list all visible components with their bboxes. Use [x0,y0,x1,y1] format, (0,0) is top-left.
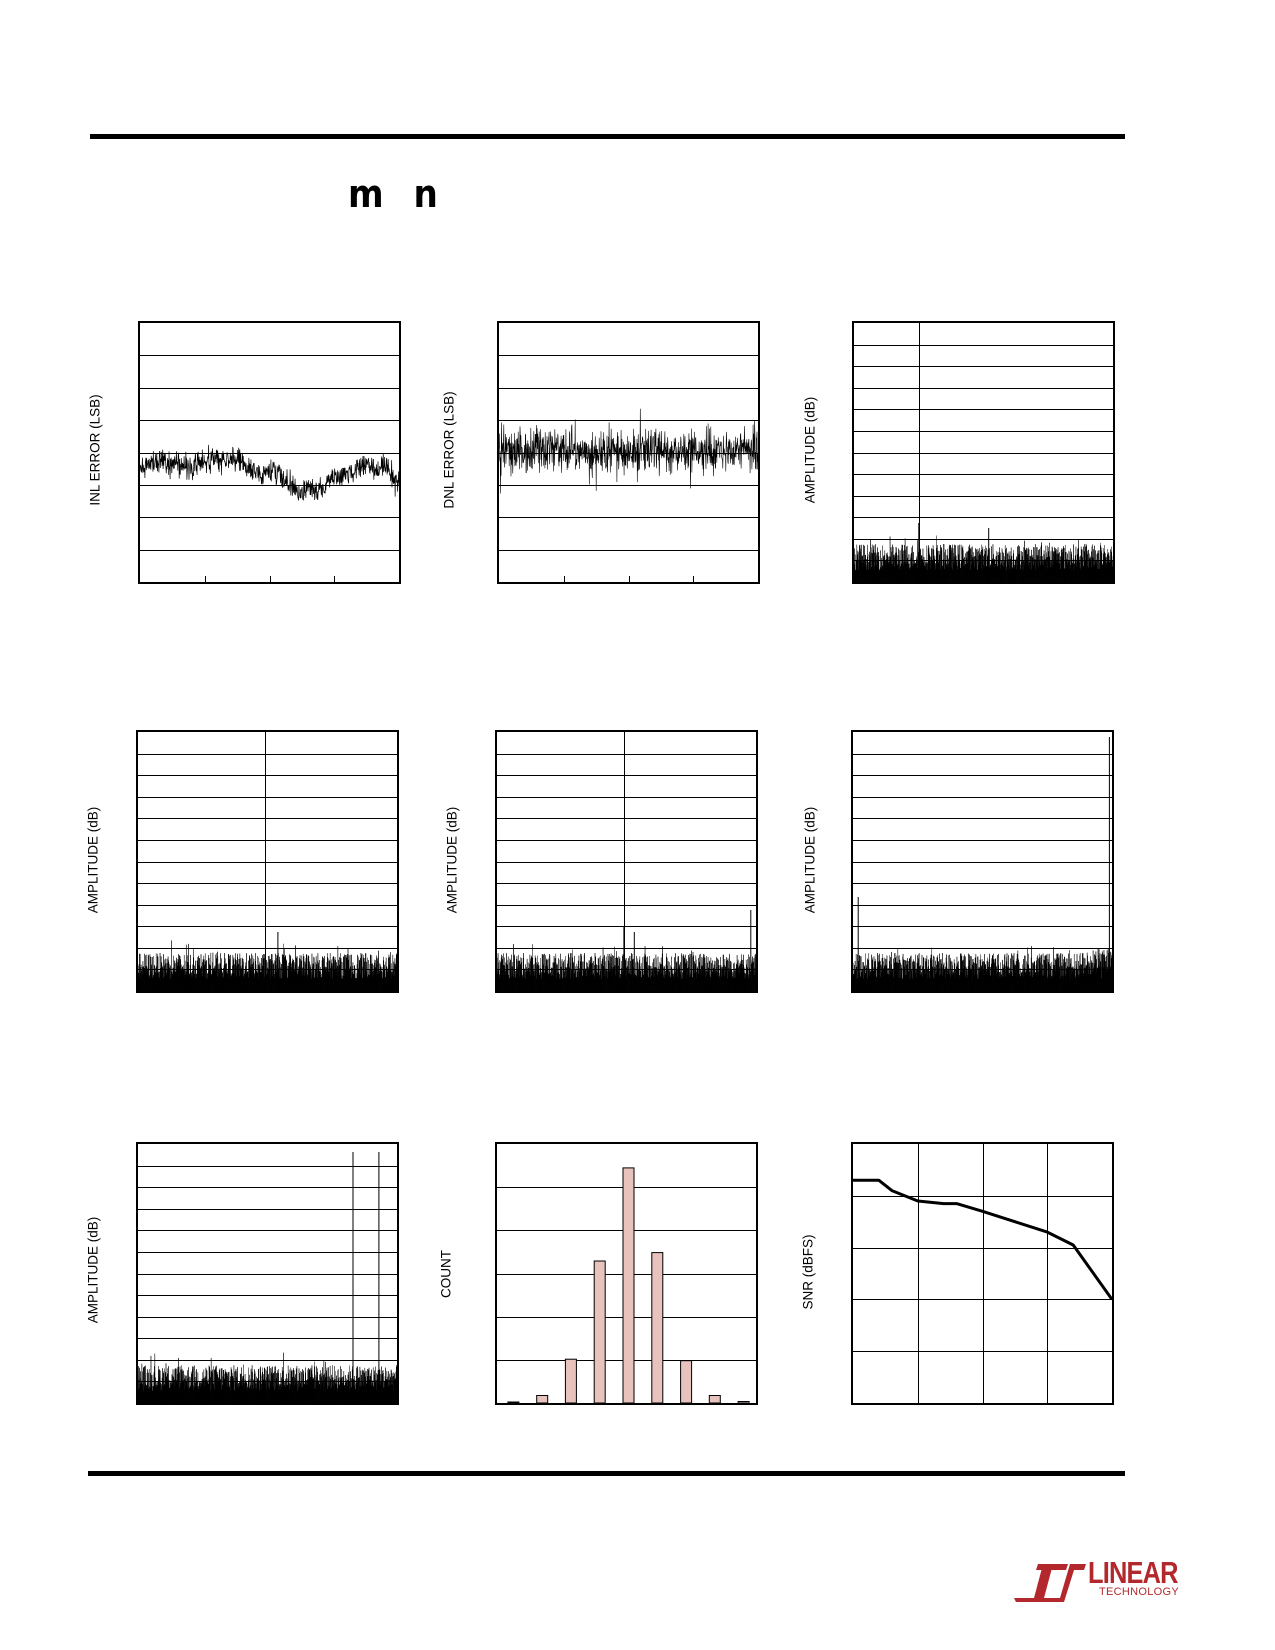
logo-word: LINEAR [1088,1555,1179,1590]
y-axis-label-inl: INL ERROR (LSB) [87,394,103,506]
histogram-bar [680,1360,693,1403]
histogram-bar [507,1401,520,1403]
bottom-rule [88,1471,1125,1476]
y-axis-label-fft2: AMPLITUDE (dB) [85,806,101,914]
histogram-bar [593,1260,606,1403]
snr-chart [851,1142,1114,1405]
histogram-bar [737,1401,750,1403]
fft-chart-1 [852,321,1115,584]
noise-floor [138,1352,397,1403]
chart-svg [138,732,397,991]
y-axis-label-fft5: AMPLITUDE (dB) [85,1216,101,1324]
chart-svg [499,355,758,582]
dnl-chart [497,321,760,584]
y-axis-label-fft1: AMPLITUDE (dB) [802,396,818,504]
chart-svg [497,1167,756,1403]
chart-svg [497,732,756,991]
chart-svg [138,1152,397,1403]
y-axis-label-dnl: DNL ERROR (LSB) [441,391,457,509]
fft-chart-5 [136,1142,399,1405]
dnl-trace [499,408,758,494]
fft-chart-3 [495,730,758,993]
chart-svg [853,737,1112,991]
noise-floor [138,940,397,991]
y-axis-label-count: COUNT [438,1250,454,1298]
logo-subword: TECHNOLOGY [1099,1586,1180,1598]
histogram-bar [708,1395,721,1403]
linear-technology-logo: LINEAR TECHNOLOGY [1012,1555,1182,1604]
snr-line [853,1178,1112,1301]
top-rule [90,134,1125,139]
histogram-chart [495,1142,758,1405]
noise-floor [853,946,1112,991]
lt-logo-icon [1014,1564,1086,1602]
noise-floor [854,535,1113,582]
chart-svg [854,323,1113,582]
y-axis-label-fft3: AMPLITUDE (dB) [444,806,460,914]
histogram-bar [651,1252,664,1403]
histogram-bar [536,1395,549,1403]
chart-svg [853,1144,1112,1403]
fft-chart-4 [851,730,1114,993]
histogram-bar [622,1167,635,1403]
histogram-bar [564,1358,577,1403]
inl-trace [140,444,399,501]
noise-floor [497,943,756,991]
y-axis-label-fft4: AMPLITUDE (dB) [802,806,818,914]
section-glyphs: m n [348,172,447,216]
inl-chart [138,321,401,584]
y-axis-label-snr: SNR (dBFS) [800,1234,816,1310]
fft-chart-2 [136,730,399,993]
chart-svg [140,355,399,582]
